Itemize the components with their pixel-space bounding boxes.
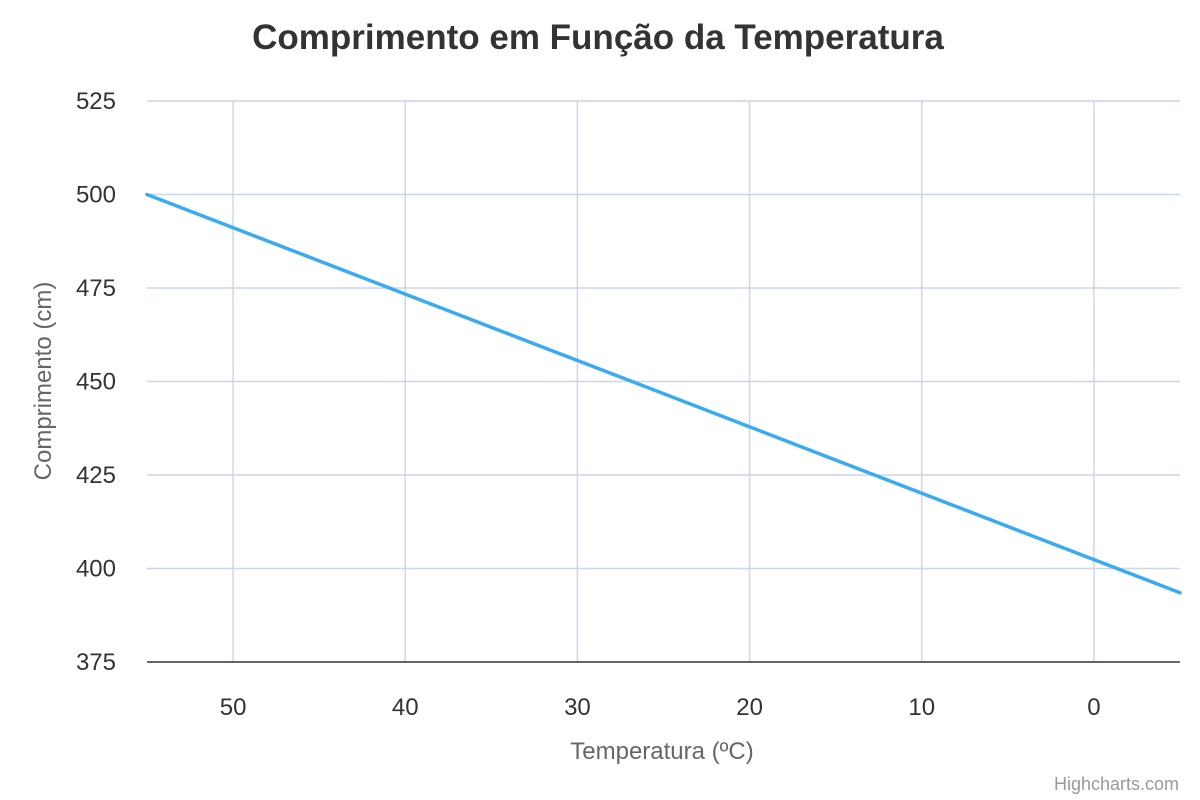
x-tick-label: 20 xyxy=(736,694,763,721)
y-tick-label: 525 xyxy=(76,88,116,115)
y-tick-label: 475 xyxy=(76,275,116,302)
series-line[interactable] xyxy=(145,192,1182,595)
y-tick-label: 400 xyxy=(76,556,116,583)
y-tick-label: 450 xyxy=(76,369,116,396)
series-layer xyxy=(145,192,1182,595)
y-tick-label: 425 xyxy=(76,462,116,489)
x-tick-label: 0 xyxy=(1087,694,1100,721)
x-tick-label: 30 xyxy=(564,694,591,721)
y-axis-title: Comprimento (cm) xyxy=(30,282,57,481)
x-axis-title: Temperatura (ºC) xyxy=(570,738,753,765)
x-tick-label: 10 xyxy=(908,694,935,721)
y-tick-label: 375 xyxy=(76,649,116,676)
tick-label-layer: 375 400 425 450 475 500 525 50 40 30 20 10 0 xyxy=(76,88,1101,721)
y-tick-label: 500 xyxy=(76,182,116,209)
credits-link[interactable]: Highcharts.com xyxy=(1054,774,1179,794)
chart-title: Comprimento em Função da Temperatura xyxy=(252,18,944,57)
x-tick-label: 40 xyxy=(392,694,419,721)
x-tick-label: 50 xyxy=(220,694,247,721)
grid-layer xyxy=(147,100,1180,662)
